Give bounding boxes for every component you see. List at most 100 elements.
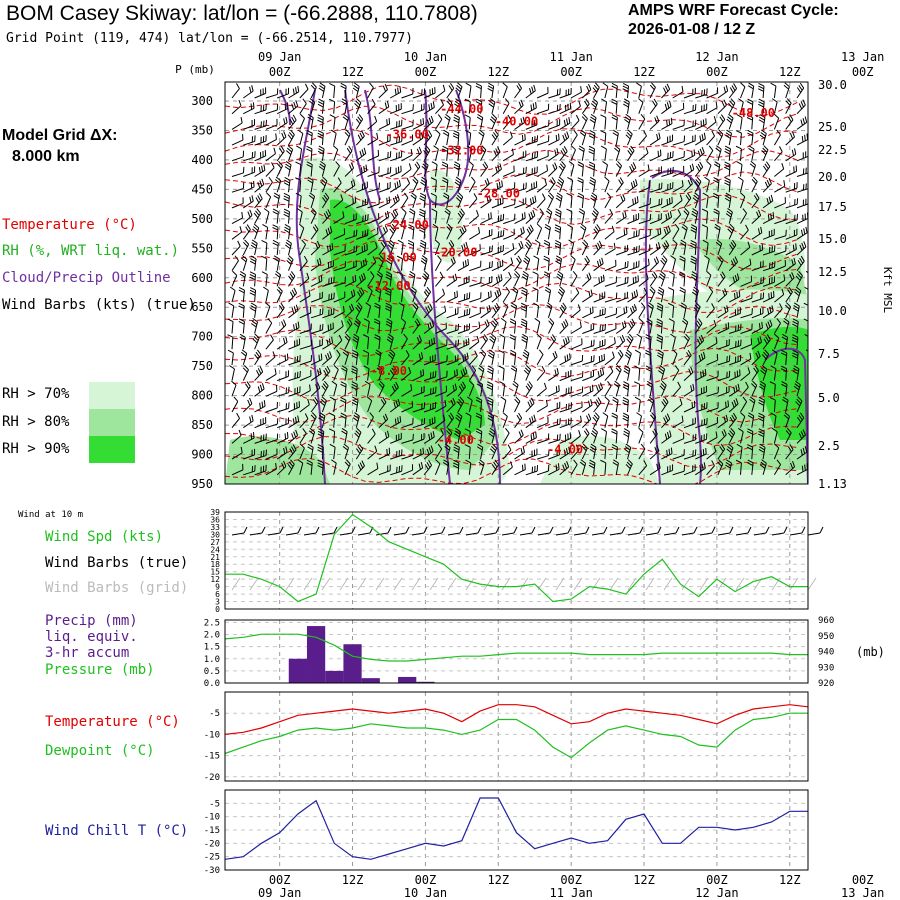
wind-barb: [329, 443, 336, 460]
wind-barb: [582, 289, 593, 303]
wind-barb: [581, 428, 590, 444]
wind-barb: [431, 161, 438, 177]
wind-barb: [423, 386, 437, 397]
precip-bar: [343, 644, 362, 683]
wind-barb: [804, 286, 808, 303]
wind-barb: [265, 176, 273, 193]
wind-barb: [468, 365, 477, 381]
wind-barb: [283, 208, 290, 224]
wind-barb: [570, 114, 580, 130]
wind-barb: [397, 286, 404, 303]
wind-barb: [622, 412, 630, 428]
wind-barb: [478, 365, 485, 381]
wind-barb: [762, 212, 775, 225]
wind-barb: [548, 463, 560, 476]
wind-barb: [310, 240, 321, 256]
wind-barb: [604, 322, 617, 334]
wind-barb: [683, 149, 696, 162]
wind-barb: [649, 428, 658, 444]
wind-barb: [604, 242, 616, 256]
wind-barb: [317, 114, 324, 130]
wind-barb: [476, 443, 484, 460]
temperature-contour: [225, 281, 800, 313]
wind-barb: [514, 116, 525, 130]
wind-barb: [446, 397, 456, 413]
wind-barb: [728, 369, 741, 382]
wind-barb: [419, 224, 426, 240]
wind-barb: [243, 180, 255, 193]
wind-barb: [514, 133, 526, 146]
kft-tick-label: 7.5: [818, 347, 840, 361]
wind-barb: [588, 459, 596, 475]
wind-barb: [317, 130, 324, 146]
wind-barb: [627, 245, 640, 256]
wind-barb: [491, 288, 502, 303]
wind-barb: [514, 150, 527, 162]
wind-barb: [536, 135, 550, 146]
wind-barb: [547, 317, 555, 334]
wind-barb: [751, 192, 760, 209]
wind-barb: [273, 255, 280, 271]
wind-barb: [385, 318, 393, 334]
wind-barb: [668, 318, 675, 334]
wind-barb: [457, 275, 470, 287]
wind-barb: [740, 381, 749, 397]
wind-barb: [367, 166, 380, 177]
wind-barb: [243, 102, 255, 115]
wind-barb: [717, 370, 731, 382]
wind-barb: [322, 365, 331, 381]
wind-barb: [457, 323, 471, 334]
wind-barb: [683, 208, 690, 224]
wind-barb: [736, 443, 743, 460]
grid-wind-barb: [501, 577, 511, 591]
wind-barb: [695, 132, 706, 146]
wind-barb: [695, 385, 707, 397]
wind-barb: [401, 333, 408, 350]
wind-barb: [557, 286, 565, 303]
wind-barb: [344, 318, 353, 334]
wind-barb: [276, 432, 289, 444]
wind-barb: [242, 381, 251, 397]
wind-barb: [322, 243, 334, 256]
wind-barb: [796, 99, 806, 115]
wind-barb: [442, 459, 450, 475]
wind-barb: [758, 443, 766, 460]
wind-barb: [283, 224, 291, 240]
wind-barb: [683, 119, 697, 130]
wind-barb: [604, 337, 616, 350]
true-wind-barb: [423, 526, 428, 534]
wind-barb: [740, 308, 753, 319]
wind-barb: [274, 270, 282, 287]
grid-wind-barb: [663, 577, 673, 591]
true-wind-barb: [747, 526, 752, 534]
wind-barb: [522, 349, 530, 366]
wind-barb: [231, 396, 239, 413]
wind-barb: [265, 162, 275, 177]
wind-barb: [717, 322, 730, 334]
wind-barb: [363, 365, 370, 381]
wind-barb: [254, 164, 266, 177]
wind-barb: [548, 133, 560, 146]
wind-barb: [239, 271, 246, 287]
wind-barb: [390, 119, 403, 130]
wind-barb: [670, 333, 676, 350]
wind-barb: [611, 98, 618, 114]
wind-barb: [322, 226, 333, 240]
wind-barb: [638, 427, 644, 444]
grid-wind-barb: [339, 577, 349, 591]
wind-barb: [593, 323, 606, 334]
wind-barb: [299, 443, 305, 460]
wind-barb: [554, 208, 562, 224]
wind-barb: [588, 145, 595, 161]
wind-barb: [600, 459, 607, 475]
wind-barb: [661, 225, 671, 240]
temperature-contour: [225, 260, 800, 293]
grid-wind-barb: [429, 577, 439, 591]
wind-barb: [740, 192, 746, 209]
wind-barb: [807, 97, 808, 98]
wind-barb: [570, 321, 582, 334]
wind-barb: [509, 334, 516, 350]
wind-barb: [657, 349, 664, 365]
wind-barb: [446, 307, 459, 319]
wind-barb: [656, 334, 663, 350]
